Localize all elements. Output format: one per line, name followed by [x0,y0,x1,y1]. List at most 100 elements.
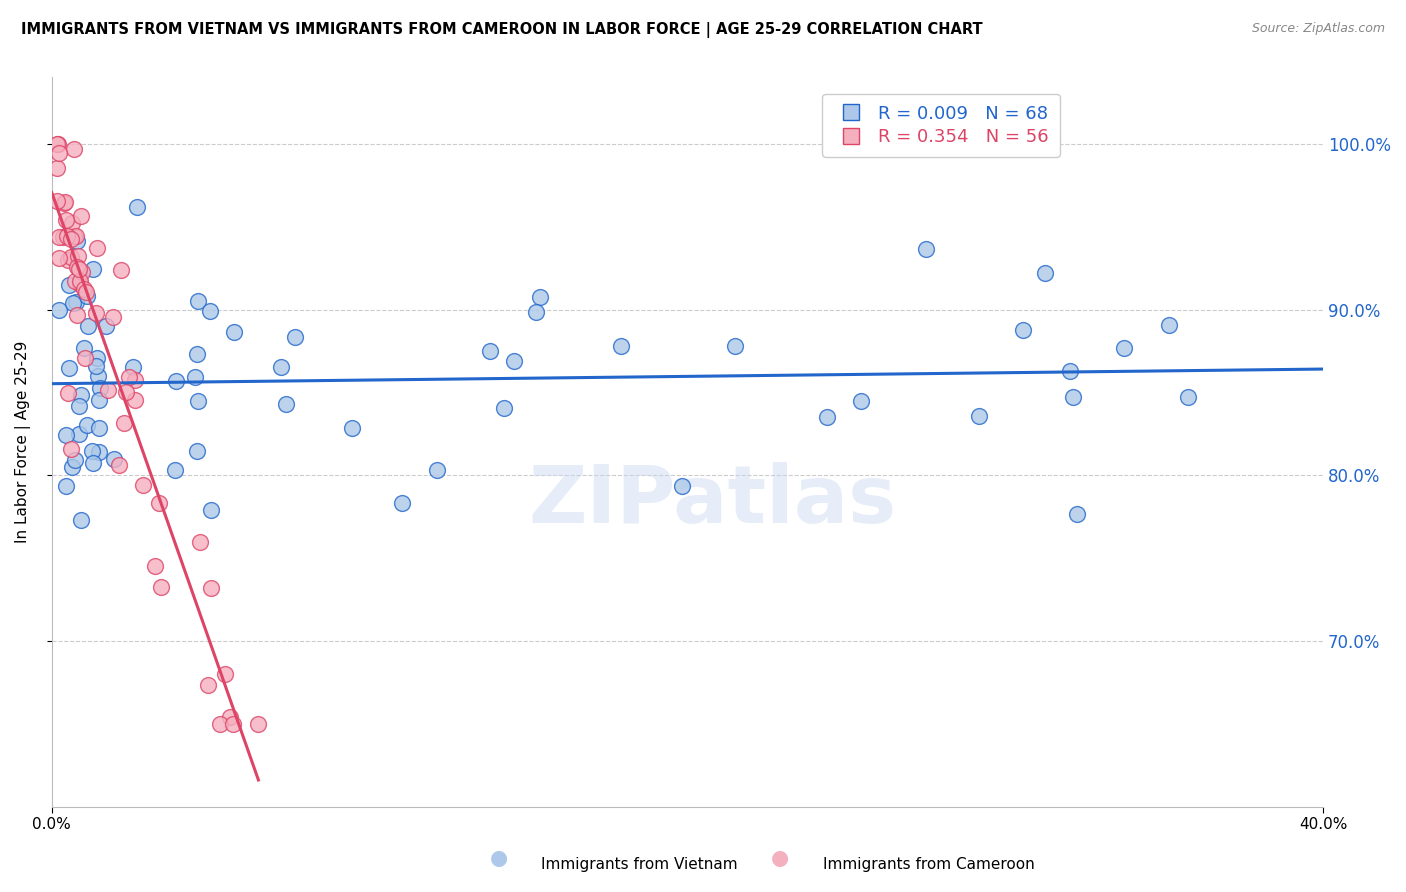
Point [86,351,108,366]
Point [65,260,87,274]
Point [58,361,80,376]
Point [724,339,747,353]
Point [246,717,269,731]
Point [69,277,91,292]
Point [60,216,83,230]
Point [222,717,245,731]
Point [1059,364,1081,378]
Legend: R = 0.009   N = 68, R = 0.354   N = 56: R = 0.009 N = 68, R = 0.354 N = 56 [823,94,1060,157]
Point [103,310,125,325]
Point [60,232,83,246]
Point [224,325,246,339]
Point [70,265,93,279]
Point [63,142,86,156]
Point [148,496,170,510]
Point [52,196,75,211]
Point [86,359,108,373]
Point [76,289,98,303]
Text: Immigrants from Cameroon: Immigrants from Cameroon [823,857,1035,872]
Point [77,318,100,333]
Point [69,274,91,288]
Point [67,262,90,277]
Point [65,295,87,310]
Point [197,678,219,692]
Point [60,250,83,264]
Point [67,399,90,413]
Text: IMMIGRANTS FROM VIETNAM VS IMMIGRANTS FROM CAMEROON IN LABOR FORCE | AGE 25-29 C: IMMIGRANTS FROM VIETNAM VS IMMIGRANTS FR… [21,22,983,38]
Point [86,241,108,255]
Point [200,581,222,595]
Point [73,282,96,296]
Point [46,136,69,151]
Point [165,374,187,388]
Point [52,229,75,244]
Point [1159,318,1181,333]
Point [89,380,111,394]
Point [391,496,413,510]
Point [66,308,89,322]
Point [671,478,693,492]
Point [186,444,208,458]
Point [851,394,873,409]
Point [65,229,87,244]
Point [87,393,110,408]
Point [48,145,70,160]
Point [75,285,97,299]
Point [274,397,297,411]
Point [87,421,110,435]
Point [124,373,146,387]
Point [187,294,209,309]
Point [187,394,209,409]
Point [55,213,77,227]
Point [1011,322,1033,336]
Point [188,535,211,549]
Point [46,194,69,208]
Point [124,393,146,408]
Point [127,200,149,214]
Point [214,667,236,681]
Text: Source: ZipAtlas.com: Source: ZipAtlas.com [1251,22,1385,36]
Y-axis label: In Labor Force | Age 25-29: In Labor Force | Age 25-29 [15,341,31,543]
Point [46,136,69,151]
Point [97,383,120,397]
Point [70,209,93,223]
Point [56,228,79,243]
Point [67,249,90,263]
Point [80,444,103,458]
Point [63,452,86,467]
Point [610,339,633,353]
Point [219,710,242,724]
Point [1177,391,1199,405]
Point [122,360,145,375]
Point [76,417,98,432]
Point [62,296,84,310]
Point [73,341,96,355]
Point [58,278,80,293]
Point [56,386,79,401]
Point [55,479,77,493]
Point [110,262,132,277]
Point [118,370,141,384]
Point [48,303,70,318]
Point [1114,341,1136,355]
Point [163,462,186,476]
Point [60,442,83,456]
Text: Immigrants from Vietnam: Immigrants from Vietnam [541,857,738,872]
Point [115,385,138,400]
Point [186,347,208,361]
Point [426,463,449,477]
Point [86,306,108,320]
Point [87,445,110,459]
Point [1033,266,1056,280]
Point [82,262,104,277]
Point [112,416,135,430]
Point [815,409,838,424]
Text: ZIPatlas: ZIPatlas [529,461,897,540]
Point [48,251,70,265]
Point [200,503,222,517]
Point [46,161,69,175]
Point [63,274,86,288]
Point [969,409,991,423]
Point [63,228,86,243]
Point [103,451,125,466]
